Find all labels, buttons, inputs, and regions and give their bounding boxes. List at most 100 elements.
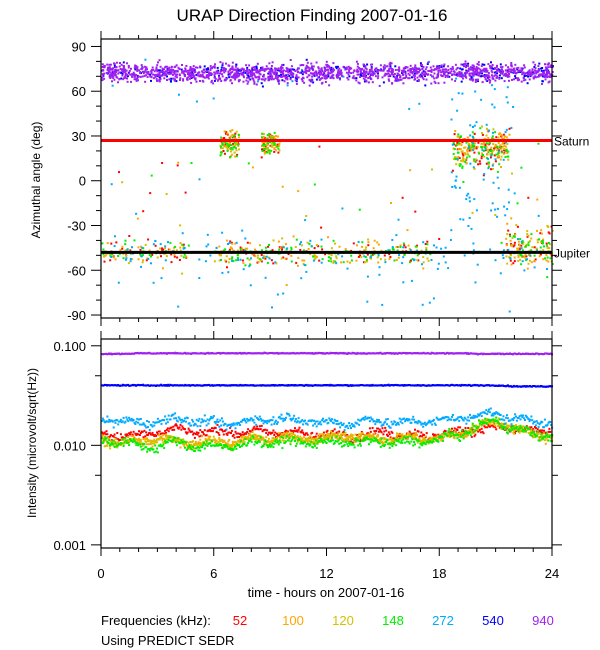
data-point bbox=[229, 240, 232, 243]
data-point bbox=[152, 68, 155, 71]
data-point bbox=[248, 439, 251, 442]
data-point bbox=[402, 256, 405, 259]
y-tick-label: -30 bbox=[67, 218, 86, 233]
data-point bbox=[251, 77, 254, 80]
data-point bbox=[139, 432, 142, 434]
data-point bbox=[199, 73, 202, 76]
data-point bbox=[264, 77, 267, 80]
data-point bbox=[129, 258, 132, 260]
data-point bbox=[176, 437, 179, 440]
data-point bbox=[541, 429, 544, 432]
data-point bbox=[261, 437, 264, 440]
data-point bbox=[531, 70, 534, 73]
data-point bbox=[227, 73, 230, 76]
data-point bbox=[140, 64, 143, 67]
data-point bbox=[190, 75, 193, 78]
data-point bbox=[269, 72, 272, 75]
y-tick-label: 60 bbox=[72, 84, 86, 99]
data-point bbox=[475, 147, 478, 150]
data-point bbox=[436, 73, 439, 76]
data-point bbox=[459, 142, 462, 145]
data-point bbox=[450, 70, 453, 73]
data-point bbox=[355, 60, 358, 63]
data-point bbox=[327, 259, 330, 262]
data-point bbox=[414, 210, 417, 213]
data-point bbox=[546, 268, 548, 270]
data-point bbox=[152, 440, 155, 443]
data-point bbox=[546, 73, 548, 76]
data-point bbox=[458, 143, 461, 146]
data-point bbox=[186, 69, 189, 72]
data-point bbox=[330, 253, 333, 256]
data-point bbox=[236, 436, 239, 439]
data-point bbox=[364, 67, 367, 70]
data-point bbox=[233, 73, 236, 76]
data-point bbox=[239, 432, 241, 435]
data-point bbox=[313, 74, 316, 77]
data-point bbox=[506, 71, 509, 74]
data-point bbox=[121, 69, 124, 72]
data-point bbox=[315, 244, 318, 246]
data-point bbox=[131, 440, 134, 443]
data-point bbox=[419, 73, 422, 76]
data-point bbox=[533, 72, 536, 75]
data-point bbox=[267, 245, 270, 248]
data-point bbox=[254, 248, 256, 251]
data-point bbox=[288, 70, 291, 73]
data-point bbox=[333, 428, 336, 431]
data-point bbox=[286, 67, 289, 70]
data-point bbox=[145, 446, 148, 449]
data-point bbox=[545, 244, 548, 247]
data-point bbox=[357, 255, 360, 258]
data-point bbox=[288, 437, 291, 440]
data-point bbox=[127, 262, 130, 265]
data-point bbox=[443, 81, 446, 84]
data-point bbox=[433, 77, 436, 80]
data-point bbox=[248, 64, 251, 67]
data-point bbox=[464, 74, 467, 77]
data-point bbox=[458, 157, 461, 159]
data-point bbox=[285, 77, 288, 80]
data-point bbox=[249, 242, 252, 245]
data-point bbox=[379, 258, 382, 261]
data-point bbox=[201, 435, 204, 438]
data-point bbox=[137, 258, 140, 261]
data-point bbox=[144, 440, 147, 443]
data-point bbox=[400, 78, 403, 81]
data-point bbox=[499, 146, 501, 149]
data-point bbox=[244, 438, 247, 441]
data-point bbox=[537, 75, 540, 78]
data-point bbox=[248, 265, 251, 268]
data-point bbox=[468, 429, 471, 432]
data-point bbox=[504, 135, 506, 138]
data-point bbox=[263, 149, 266, 152]
data-point bbox=[150, 440, 153, 443]
data-point bbox=[134, 64, 137, 67]
data-point bbox=[311, 65, 314, 68]
data-point bbox=[505, 244, 508, 247]
data-point bbox=[271, 306, 273, 309]
data-point bbox=[218, 77, 221, 80]
data-point bbox=[198, 277, 201, 279]
data-point bbox=[266, 147, 269, 150]
data-point bbox=[231, 148, 234, 151]
data-point bbox=[469, 68, 472, 71]
data-point bbox=[110, 443, 112, 446]
data-point bbox=[506, 143, 509, 145]
data-point bbox=[525, 425, 528, 428]
data-point bbox=[324, 67, 327, 70]
data-point bbox=[226, 149, 229, 152]
data-point bbox=[430, 259, 433, 261]
data-point bbox=[486, 426, 489, 429]
data-point bbox=[514, 428, 517, 431]
data-point bbox=[202, 442, 205, 444]
data-point bbox=[260, 260, 263, 263]
data-point bbox=[333, 260, 335, 263]
data-point bbox=[519, 429, 522, 432]
data-point bbox=[457, 135, 460, 138]
data-point bbox=[258, 77, 261, 80]
data-point bbox=[267, 150, 269, 152]
data-point bbox=[201, 70, 204, 73]
data-point bbox=[106, 63, 109, 66]
data-point bbox=[504, 145, 507, 148]
